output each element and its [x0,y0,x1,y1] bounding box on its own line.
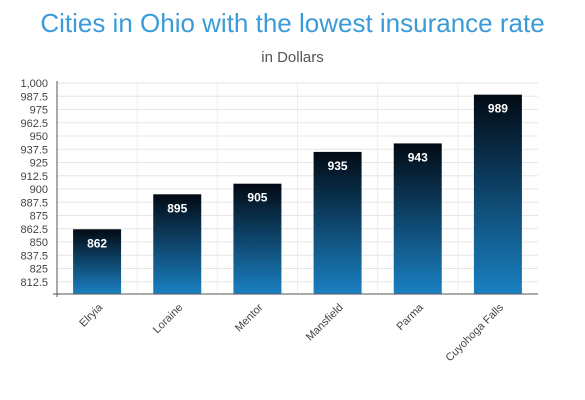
bar[interactable] [73,229,122,294]
bar[interactable] [473,94,522,294]
bar[interactable] [393,143,442,294]
bar[interactable] [313,151,362,294]
x-tick-label: Cuyohoga Falls [444,301,507,364]
y-tick-label: 850 [30,237,48,249]
grid-lines [57,82,538,294]
y-tick-label: 900 [30,184,48,196]
y-tick-label: 962.5 [20,118,48,130]
data-label: 989 [488,102,508,116]
y-tick-label: 912.5 [20,171,48,183]
y-tick-label: 1,000 [20,78,48,90]
x-tick-label: Mentor [233,301,266,334]
y-tick-label: 812.5 [20,277,48,289]
x-tick-label: Elryia [77,301,106,330]
y-tick-label: 862.5 [20,224,48,236]
y-tick-label: 950 [30,131,48,143]
data-label: 905 [247,191,267,205]
bar[interactable] [153,194,202,294]
y-tick-label: 987.5 [20,91,48,103]
chart-title: Cities in Ohio with the lowest insurance… [40,8,545,38]
x-tick-label: Mansfield [304,302,346,344]
x-tick-label: Loraine [151,302,185,336]
y-tick-label: 937.5 [20,144,48,156]
bars: 862 895 905 935 943 989 [73,94,522,294]
y-tick-label: 875 [30,211,48,223]
data-label: 943 [408,150,428,164]
x-tick-label: Parma [394,301,426,333]
chart-subtitle: in Dollars [261,49,324,66]
data-label: 862 [87,236,107,250]
y-tick-label: 887.5 [20,197,48,209]
data-label: 935 [328,159,348,173]
y-tick-label: 825 [30,264,48,276]
bar[interactable] [233,183,282,294]
y-tick-label: 975 [30,105,48,117]
y-tick-label: 837.5 [20,250,48,262]
y-tick-label: 925 [30,158,48,170]
data-label: 895 [167,201,187,215]
